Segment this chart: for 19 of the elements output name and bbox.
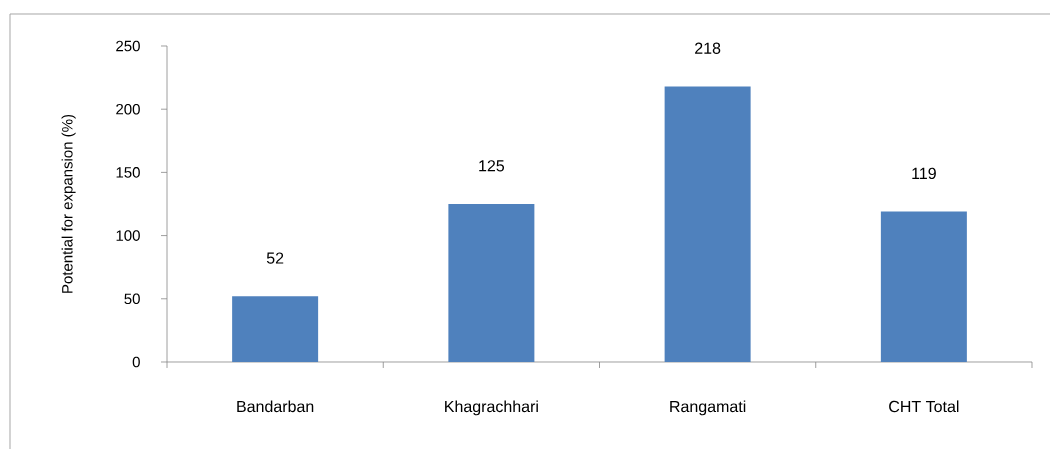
y-tick-label: 50 bbox=[124, 293, 140, 305]
x-tick-label: Bandarban bbox=[237, 400, 314, 413]
y-tick-label: 150 bbox=[116, 167, 140, 178]
y-tick-label: 200 bbox=[116, 103, 140, 115]
x-tick-label: CHT Total bbox=[889, 400, 959, 413]
bar bbox=[448, 203, 535, 362]
y-tick-label: 0 bbox=[132, 356, 140, 368]
data-label: 218 bbox=[695, 42, 721, 54]
y-tick-label: 250 bbox=[116, 40, 140, 52]
bar bbox=[232, 296, 319, 362]
data-label: 119 bbox=[912, 167, 936, 180]
data-label: 52 bbox=[266, 252, 284, 264]
data-label: 125 bbox=[479, 160, 505, 172]
bar bbox=[880, 211, 967, 362]
x-tick-label: Khagrachhari bbox=[445, 400, 538, 416]
y-tick-label: 100 bbox=[116, 230, 140, 241]
y-axis-title: Potential for expansion (%) bbox=[61, 114, 76, 293]
x-tick-label: Rangamati bbox=[670, 400, 746, 416]
bar bbox=[664, 86, 751, 362]
